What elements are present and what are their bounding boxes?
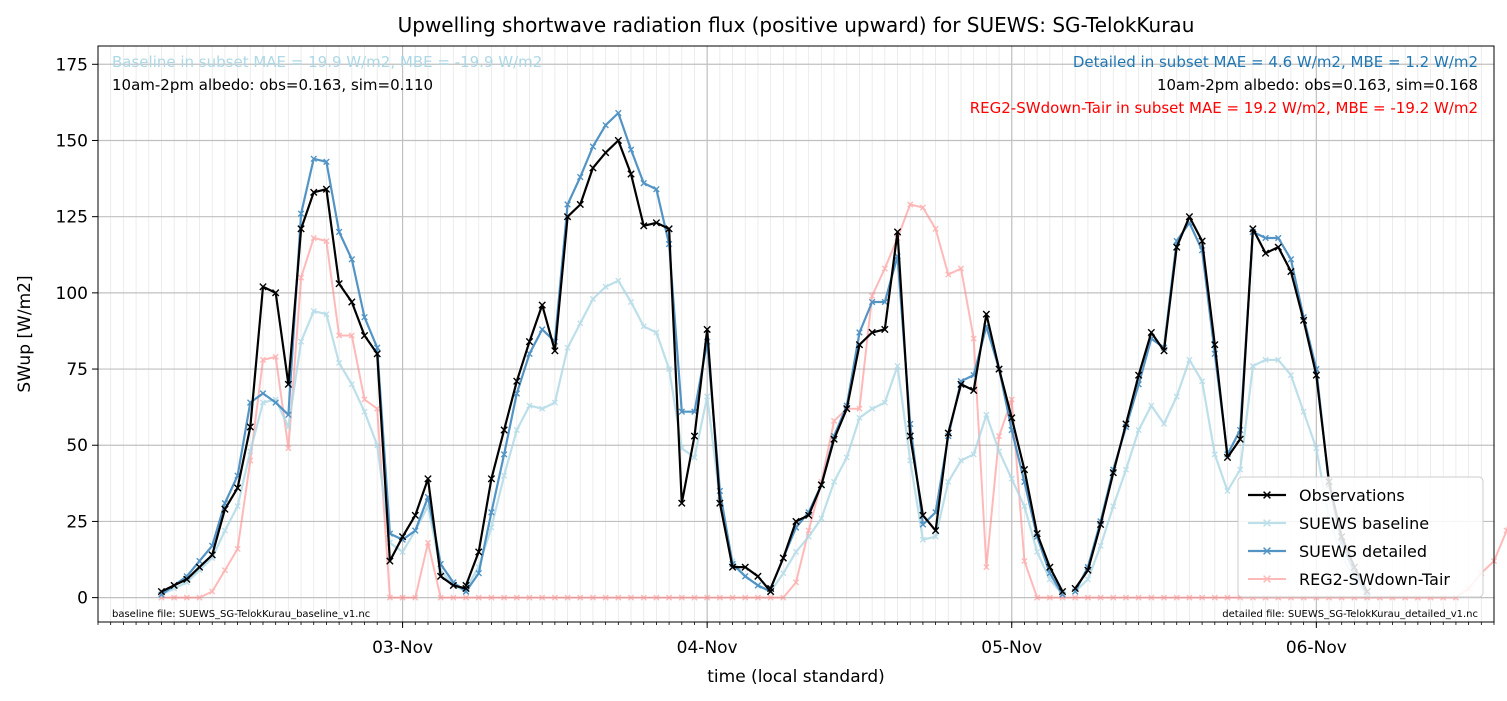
legend-swatch-suews-baseline	[1248, 519, 1286, 527]
legend: Observations SUEWS baseline SUEWS detailed…	[1237, 476, 1484, 598]
series-line-suews-detailed	[160, 157, 467, 596]
detailed-mae-annotation: Detailed in subset MAE = 4.6 W/m2, MBE =…	[1073, 53, 1478, 71]
legend-marker	[1263, 519, 1271, 527]
y-tick-label: 25	[66, 512, 88, 532]
x-tick-label: 03-Nov	[372, 638, 433, 658]
series-line-observations	[161, 188, 467, 593]
legend-marker	[1263, 491, 1271, 499]
data-point-observations	[462, 581, 470, 590]
detailed-albedo-annotation: 10am-2pm albedo: obs=0.163, sim=0.168	[1157, 76, 1478, 94]
legend-marker	[1263, 575, 1271, 583]
series-line-observations	[464, 139, 772, 593]
series-line-suews-baseline	[1074, 358, 1368, 596]
series-reg2-swdown-tair	[158, 201, 1507, 601]
x-tick-label: 06-Nov	[1286, 638, 1347, 658]
data-point-observations	[462, 584, 470, 593]
x-axis-label: time (local standard)	[707, 667, 885, 687]
legend-label-suews-detailed: SUEWS detailed	[1299, 542, 1427, 561]
y-tick-label: 100	[56, 284, 88, 304]
x-tick-label: 05-Nov	[981, 638, 1042, 658]
series-line-observations	[1074, 215, 1369, 593]
legend-label-reg2-swdown-tair: REG2-SWdown-Tair	[1299, 570, 1450, 589]
y-tick-label: 150	[56, 131, 88, 151]
legend-swatch-observations	[1248, 491, 1286, 499]
axes: 03-Nov 04-Nov 05-Nov 06-Nov 0 25 50 75 100 125 150…	[56, 55, 1495, 658]
series-line-observations	[769, 230, 1064, 593]
chart-title: Upwelling shortwave radiation flux (posi…	[398, 13, 1195, 37]
y-tick-label: 50	[66, 436, 88, 456]
y-tick-label: 125	[56, 208, 88, 228]
y-tick-label: 75	[66, 360, 88, 380]
series-observations	[157, 136, 1371, 596]
series-line-suews-baseline	[769, 364, 1064, 596]
baseline-mae-annotation: Baseline in subset MAE = 19.9 W/m2, MBE …	[112, 53, 542, 71]
y-axis-label: SWup [W/m2]	[15, 275, 35, 392]
legend-label-observations: Observations	[1299, 486, 1405, 505]
y-tick-label: 0	[77, 589, 88, 609]
legend-box	[1237, 476, 1484, 598]
series-line-reg2-swdown-tair	[161, 203, 1507, 599]
y-tick-label: 175	[56, 55, 88, 75]
legend-swatch-suews-detailed	[1248, 547, 1286, 555]
series-layer	[157, 109, 1507, 601]
legend-marker	[1263, 547, 1271, 555]
baseline-albedo-annotation: 10am-2pm albedo: obs=0.163, sim=0.110	[112, 76, 433, 94]
legend-swatch-reg2-swdown-tair	[1248, 575, 1286, 583]
baseline-file-note: baseline file: SUEWS_SG-TelokKurau_basel…	[112, 609, 370, 620]
detailed-file-note: detailed file: SUEWS_SG-TelokKurau_detai…	[1222, 609, 1478, 620]
x-tick-label: 04-Nov	[677, 638, 738, 658]
legend-label-suews-baseline: SUEWS baseline	[1299, 514, 1429, 533]
reg2-mae-annotation: REG2-SWdown-Tair in subset MAE = 19.2 W/…	[970, 99, 1478, 117]
